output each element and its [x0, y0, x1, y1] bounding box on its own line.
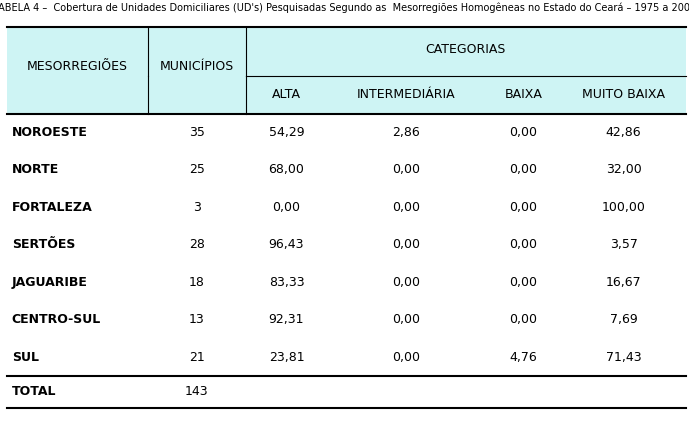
Text: 4,76: 4,76 — [509, 351, 537, 364]
Text: MESORREGIÕES: MESORREGIÕES — [27, 60, 128, 73]
Text: 16,67: 16,67 — [606, 276, 641, 289]
Bar — [7, 301, 686, 338]
Text: 83,33: 83,33 — [269, 276, 305, 289]
Text: 2,86: 2,86 — [392, 126, 420, 139]
Text: 13: 13 — [189, 313, 205, 326]
Text: 96,43: 96,43 — [269, 238, 305, 251]
Text: 0,00: 0,00 — [509, 126, 537, 139]
Text: 68,00: 68,00 — [269, 163, 305, 176]
Bar — [7, 114, 686, 151]
Text: SERTÕES: SERTÕES — [12, 238, 75, 251]
Text: 0,00: 0,00 — [509, 313, 537, 326]
Bar — [7, 151, 686, 189]
Text: 3,57: 3,57 — [610, 238, 637, 251]
Bar — [7, 264, 686, 301]
Text: BAIXA: BAIXA — [504, 88, 542, 101]
Bar — [7, 338, 686, 376]
Text: 42,86: 42,86 — [606, 126, 641, 139]
Text: 100,00: 100,00 — [601, 201, 646, 214]
Text: 21: 21 — [189, 351, 205, 364]
Text: 18: 18 — [189, 276, 205, 289]
Text: 0,00: 0,00 — [392, 351, 420, 364]
Text: 0,00: 0,00 — [392, 313, 420, 326]
Text: 92,31: 92,31 — [269, 313, 305, 326]
Bar — [7, 226, 686, 264]
Text: 25: 25 — [189, 163, 205, 176]
Text: INTERMEDIÁRIA: INTERMEDIÁRIA — [357, 88, 455, 101]
Text: 23,81: 23,81 — [269, 351, 305, 364]
Text: SUL: SUL — [12, 351, 39, 364]
Text: NOROESTE: NOROESTE — [12, 126, 88, 139]
Text: 0,00: 0,00 — [392, 238, 420, 251]
Text: 0,00: 0,00 — [392, 163, 420, 176]
Text: 28: 28 — [189, 238, 205, 251]
Text: TABELA 4 –  Cobertura de Unidades Domiciliares (UD's) Pesquisadas Segundo as  Me: TABELA 4 – Cobertura de Unidades Domicil… — [0, 2, 689, 13]
Text: 0,00: 0,00 — [509, 201, 537, 214]
Text: CENTRO-SUL: CENTRO-SUL — [12, 313, 101, 326]
Text: 54,29: 54,29 — [269, 126, 305, 139]
Text: 0,00: 0,00 — [509, 163, 537, 176]
Bar — [7, 189, 686, 226]
Bar — [7, 76, 686, 114]
Text: 3: 3 — [193, 201, 200, 214]
Text: 0,00: 0,00 — [272, 201, 300, 214]
Bar — [7, 27, 686, 76]
Text: 0,00: 0,00 — [392, 276, 420, 289]
Text: NORTE: NORTE — [12, 163, 59, 176]
Text: MUNICÍPIOS: MUNICÍPIOS — [160, 60, 234, 73]
Text: 32,00: 32,00 — [606, 163, 641, 176]
Text: CATEGORIAS: CATEGORIAS — [426, 43, 506, 56]
Text: 71,43: 71,43 — [606, 351, 641, 364]
Text: MUITO BAIXA: MUITO BAIXA — [582, 88, 665, 101]
Text: ALTA: ALTA — [272, 88, 301, 101]
Text: 0,00: 0,00 — [509, 276, 537, 289]
Text: TOTAL: TOTAL — [12, 385, 56, 398]
Text: 7,69: 7,69 — [610, 313, 637, 326]
Text: 35: 35 — [189, 126, 205, 139]
Text: JAGUARIBE: JAGUARIBE — [12, 276, 88, 289]
Text: 0,00: 0,00 — [509, 238, 537, 251]
Bar — [7, 376, 686, 408]
Text: 143: 143 — [185, 385, 209, 398]
Text: FORTALEZA: FORTALEZA — [12, 201, 92, 214]
Text: 0,00: 0,00 — [392, 201, 420, 214]
